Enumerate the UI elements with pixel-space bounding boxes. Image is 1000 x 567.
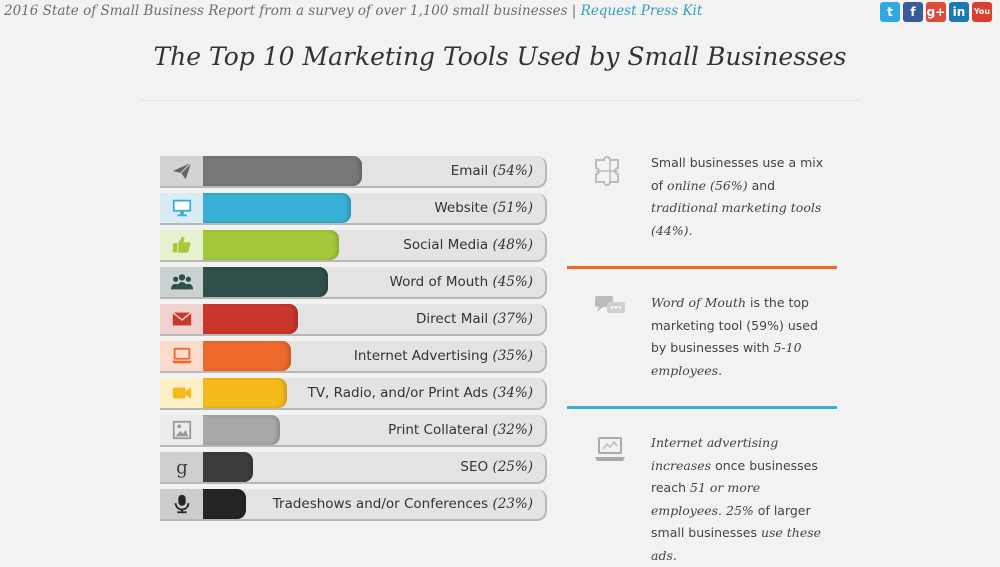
category-label: Word of Mouth: [389, 274, 493, 290]
title-divider: [140, 100, 860, 101]
value-label: (37%): [492, 311, 533, 327]
category-label: TV, Radio, and/or Print Ads: [307, 385, 493, 401]
monitor-icon: [160, 193, 203, 223]
category-label: Direct Mail: [416, 311, 493, 327]
bar-row: g SEO (25%): [160, 452, 547, 484]
bar-label: Tradeshows and/or Conferences (23%): [273, 496, 533, 512]
category-label: Print Collateral: [388, 422, 493, 438]
google-icon: g: [160, 452, 203, 482]
value-label: (25%): [492, 459, 533, 475]
linkedin-icon[interactable]: in: [949, 2, 969, 22]
bar-label: Word of Mouth (45%): [390, 274, 533, 290]
top-bar: 2016 State of Small Business Report from…: [0, 0, 1000, 24]
bar-label: Internet Advertising (35%): [354, 348, 533, 364]
category-label: Social Media: [403, 237, 493, 253]
value-label: (51%): [492, 200, 533, 216]
category-label: Tradeshows and/or Conferences: [272, 496, 493, 512]
image-icon: [160, 415, 203, 445]
category-label: Website: [434, 200, 493, 216]
people-group-icon: [160, 267, 203, 297]
bar-row: Email (54%): [160, 156, 547, 188]
request-press-kit-link[interactable]: Request Press Kit: [580, 3, 703, 19]
value-label: (48%): [492, 237, 533, 253]
divider-blue: [567, 406, 837, 409]
bar-row: Print Collateral (32%): [160, 415, 547, 447]
page-title: The Top 10 Marketing Tools Used by Small…: [153, 42, 847, 71]
divider-orange: [567, 266, 837, 269]
info-text-mix: Small businesses use a mix of online (56…: [651, 155, 824, 238]
paper-plane-icon: [160, 156, 203, 186]
value-label: (54%): [492, 163, 533, 179]
bar-row: Internet Advertising (35%): [160, 341, 547, 373]
twitter-icon[interactable]: t: [880, 2, 900, 22]
category-label: SEO: [460, 459, 493, 475]
value-label: (23%): [492, 496, 533, 512]
bar-label: SEO (25%): [460, 459, 533, 475]
bar-label: TV, Radio, and/or Print Ads (34%): [308, 385, 533, 401]
info-text-word-of-mouth: Word of Mouth is the top marketing tool …: [651, 295, 818, 378]
category-label: Internet Advertising: [353, 348, 493, 364]
bar-row: TV, Radio, and/or Print Ads (34%): [160, 378, 547, 410]
bar-label: Email (54%): [451, 163, 533, 179]
youtube-icon[interactable]: You: [972, 2, 992, 22]
microphone-icon: [160, 489, 203, 519]
value-label: (32%): [492, 422, 533, 438]
bar-row: Direct Mail (37%): [160, 304, 547, 336]
bar-label: Print Collateral (32%): [388, 422, 533, 438]
laptop-icon: [160, 341, 203, 371]
bar-label: Website (51%): [434, 200, 533, 216]
social-links: t f g+ in You: [880, 2, 992, 22]
bar-row: Social Media (48%): [160, 230, 547, 262]
envelope-icon: [160, 304, 203, 334]
facebook-icon[interactable]: f: [903, 2, 923, 22]
source-text: 2016 State of Small Business Report from…: [4, 3, 577, 19]
value-label: (34%): [492, 385, 533, 401]
puzzle-icon: [595, 156, 619, 186]
chat-bubbles-icon: [595, 296, 625, 313]
bar-row: Word of Mouth (45%): [160, 267, 547, 299]
google-plus-icon[interactable]: g+: [926, 2, 946, 22]
info-text-internet-ads: Internet advertising increases once busi…: [651, 435, 822, 563]
bar-label: Social Media (48%): [403, 237, 533, 253]
laptop-outline-icon: [595, 437, 625, 461]
category-label: Email: [450, 163, 493, 179]
video-camera-icon: [160, 378, 203, 408]
value-label: (45%): [492, 274, 533, 290]
thumbs-up-icon: [160, 230, 203, 260]
value-label: (35%): [492, 348, 533, 364]
bar-label: Direct Mail (37%): [416, 311, 533, 327]
svg-text:g: g: [176, 457, 188, 478]
bar-row: Website (51%): [160, 193, 547, 225]
bar-row: Tradeshows and/or Conferences (23%): [160, 489, 547, 521]
source-note: 2016 State of Small Business Report from…: [4, 3, 702, 19]
